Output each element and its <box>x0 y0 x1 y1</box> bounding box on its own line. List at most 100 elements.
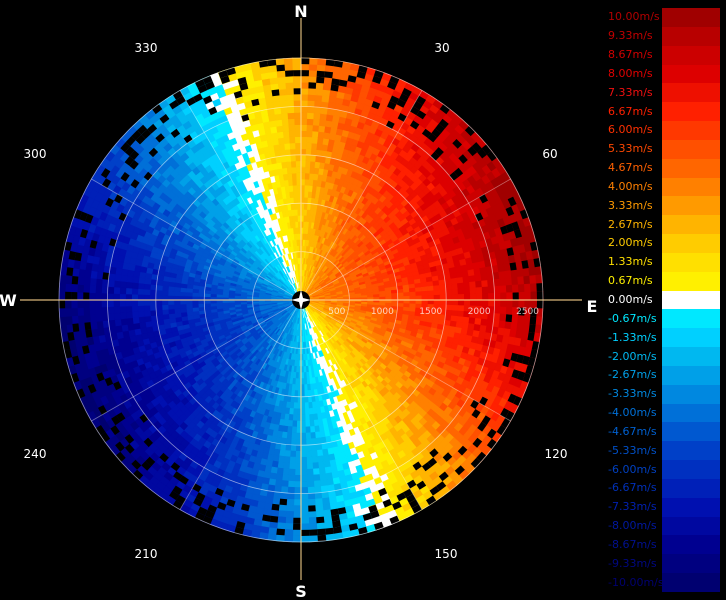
velocity-cell <box>535 316 543 326</box>
velocity-cell <box>505 306 513 316</box>
velocity-cell <box>305 450 313 458</box>
velocity-cell <box>445 299 453 306</box>
velocity-cell <box>482 293 489 301</box>
velocity-cell <box>517 284 526 293</box>
velocity-cell <box>293 511 302 519</box>
velocity-cell <box>524 291 532 301</box>
velocity-cell <box>311 136 319 144</box>
velocity-cell <box>315 443 323 451</box>
velocity-cell <box>305 432 312 440</box>
velocity-cell <box>300 456 308 464</box>
velocity-cell <box>310 444 318 452</box>
velocity-cell <box>290 432 297 440</box>
velocity-cell <box>487 286 495 294</box>
velocity-cell <box>300 118 308 126</box>
velocity-cell <box>290 444 297 452</box>
velocity-cell <box>487 279 495 288</box>
velocity-cell <box>316 449 324 457</box>
velocity-cell <box>450 277 458 285</box>
velocity-cell <box>505 277 513 287</box>
velocity-cell <box>499 278 507 287</box>
velocity-cell <box>314 94 323 102</box>
velocity-cell <box>284 450 291 458</box>
velocity-cell <box>285 516 294 525</box>
velocity-cell <box>300 505 309 513</box>
velocity-cell <box>300 493 309 500</box>
velocity-cell <box>385 293 393 298</box>
velocity-cell <box>296 414 302 422</box>
velocity-cell <box>275 534 285 542</box>
velocity-cell <box>457 282 465 290</box>
velocity-cell <box>493 306 501 315</box>
velocity-cell <box>314 88 324 96</box>
velocity-cell <box>300 148 307 156</box>
velocity-cell <box>305 426 311 434</box>
velocity-cell <box>289 456 296 464</box>
velocity-cell <box>300 106 309 113</box>
velocity-cell <box>300 130 308 137</box>
velocity-cell <box>451 310 459 317</box>
velocity-cell <box>305 444 312 452</box>
velocity-cell <box>300 487 309 494</box>
velocity-cell <box>493 278 501 287</box>
velocity-cell <box>451 304 459 312</box>
velocity-cell <box>295 444 302 452</box>
velocity-cell <box>415 291 423 297</box>
velocity-cell <box>403 292 411 297</box>
velocity-cell <box>311 450 318 458</box>
velocity-cell <box>451 288 459 296</box>
velocity-cell <box>292 535 302 543</box>
velocity-cell <box>499 306 507 315</box>
velocity-cell <box>296 426 302 434</box>
velocity-cell <box>300 154 307 162</box>
velocity-cell <box>316 64 327 72</box>
velocity-cell <box>304 408 310 416</box>
velocity-cell <box>286 498 295 506</box>
velocity-cell <box>300 142 307 150</box>
velocity-cell <box>414 287 423 293</box>
velocity-cell <box>308 63 318 72</box>
velocity-cell <box>506 299 514 308</box>
velocity-cell <box>307 94 316 102</box>
velocity-cell <box>294 462 302 470</box>
velocity-cell <box>276 522 286 530</box>
velocity-cell <box>420 286 429 292</box>
velocity-cell <box>427 290 435 296</box>
velocity-cell <box>523 283 532 293</box>
velocity-cell <box>311 142 318 150</box>
velocity-cell <box>308 75 317 84</box>
velocity-cell <box>506 292 514 301</box>
velocity-cell <box>306 474 315 482</box>
velocity-cell <box>304 420 311 428</box>
velocity-cell <box>433 289 441 296</box>
velocity-cell <box>318 125 326 133</box>
velocity-cell <box>500 292 508 301</box>
velocity-cell <box>500 299 508 308</box>
velocity-cell <box>305 142 313 150</box>
velocity-cell <box>300 481 308 488</box>
velocity-cell <box>282 462 290 470</box>
velocity-cell <box>451 283 459 290</box>
velocity-cell <box>456 276 464 284</box>
velocity-cell <box>304 178 310 186</box>
velocity-cell <box>300 124 308 132</box>
velocity-cell <box>313 486 322 494</box>
velocity-cell <box>300 63 310 71</box>
velocity-cell <box>468 275 476 283</box>
velocity-cell <box>433 294 441 301</box>
velocity-cell <box>287 480 296 488</box>
velocity-cell <box>290 438 297 446</box>
velocity-cell <box>287 486 295 494</box>
velocity-cell <box>463 299 471 307</box>
velocity-cell <box>457 288 465 295</box>
velocity-cell <box>316 522 326 530</box>
velocity-cell <box>277 516 287 524</box>
velocity-cell <box>306 456 313 464</box>
radar-velocity-display[interactable]: 500 1000 1500 2000 2500 N S W E 30 60 120 15… <box>0 0 604 600</box>
velocity-cell <box>505 284 513 294</box>
velocity-cell <box>294 481 302 488</box>
velocity-cell <box>300 426 306 434</box>
velocity-cell <box>408 287 417 293</box>
velocity-cell <box>439 284 447 291</box>
velocity-cell <box>306 118 315 126</box>
